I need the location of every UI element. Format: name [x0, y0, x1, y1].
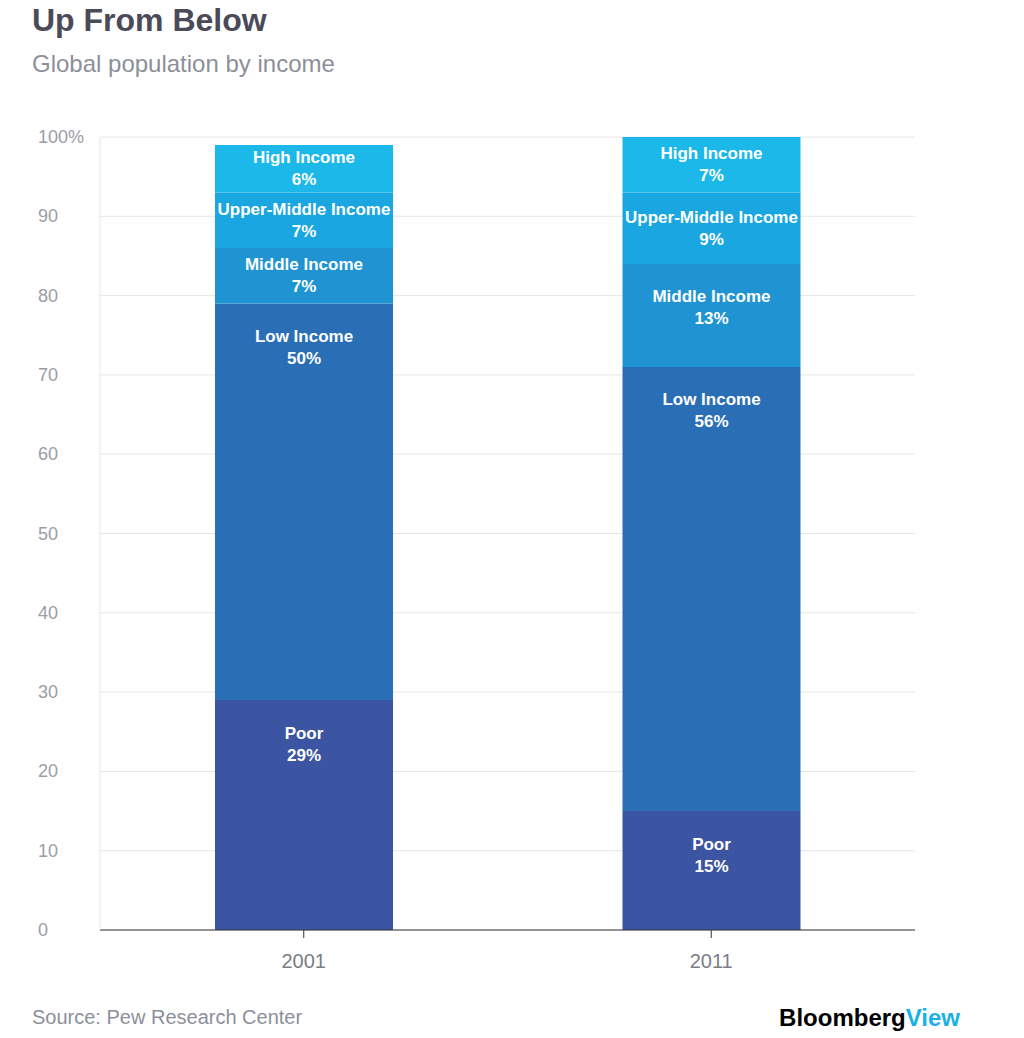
svg-text:2001: 2001	[282, 950, 327, 972]
svg-text:90: 90	[38, 206, 58, 226]
svg-text:7%: 7%	[699, 166, 724, 185]
svg-text:50: 50	[38, 524, 58, 544]
svg-text:9%: 9%	[699, 230, 724, 249]
svg-text:Low Income: Low Income	[255, 327, 353, 346]
svg-text:50%: 50%	[287, 349, 321, 368]
svg-text:Middle Income: Middle Income	[652, 287, 770, 306]
svg-text:29%: 29%	[287, 746, 321, 765]
html-text:Source: Pew Research Center: Source: Pew Research Center	[32, 1006, 303, 1028]
html-text:Global population by income: Global population by income	[32, 50, 335, 77]
svg-text:10: 10	[38, 841, 58, 861]
svg-text:30: 30	[38, 682, 58, 702]
svg-text:80: 80	[38, 286, 58, 306]
svg-text:13%: 13%	[694, 309, 728, 328]
svg-text:0: 0	[38, 920, 48, 940]
svg-text:6%: 6%	[292, 170, 317, 189]
svg-text:70: 70	[38, 365, 58, 385]
svg-text:2011: 2011	[690, 950, 733, 972]
svg-text:7%: 7%	[292, 222, 317, 241]
html-text:Bloomberg View: Bloomberg View	[779, 1004, 960, 1031]
svg-text:60: 60	[38, 444, 58, 464]
svg-text:Upper-Middle Income: Upper-Middle Income	[625, 208, 798, 227]
svg-text:40: 40	[38, 603, 58, 623]
svg-text:7%: 7%	[292, 277, 317, 296]
svg-text:High Income: High Income	[660, 144, 762, 163]
svg-text:15%: 15%	[694, 857, 728, 876]
svg-text:Low Income: Low Income	[662, 390, 760, 409]
svg-text:High Income: High Income	[253, 148, 355, 167]
svg-text:Middle Income: Middle Income	[245, 255, 363, 274]
svg-text:Poor: Poor	[285, 724, 324, 743]
svg-text:Poor: Poor	[692, 835, 731, 854]
svg-text:56%: 56%	[694, 412, 728, 431]
svg-text:Upper-Middle Income: Upper-Middle Income	[218, 200, 391, 219]
svg-text:100%: 100%	[38, 127, 84, 147]
svg-text:20: 20	[38, 761, 58, 781]
html-text:Up From Below: Up From Below	[32, 2, 267, 38]
